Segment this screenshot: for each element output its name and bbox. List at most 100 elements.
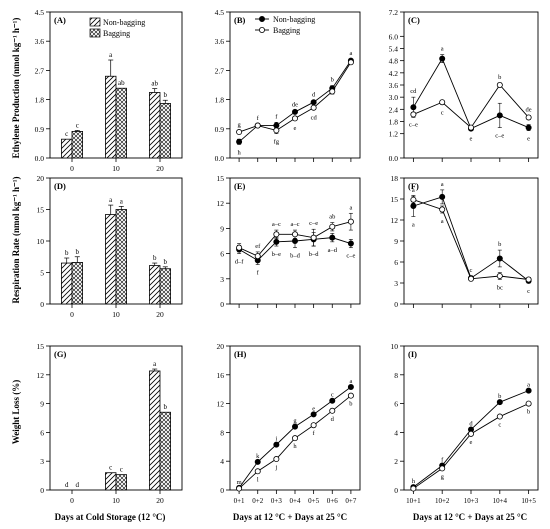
bar (149, 92, 161, 159)
significance-letter: de (292, 101, 298, 108)
point-non-bagging (273, 238, 280, 245)
significance-letter: a (412, 222, 415, 229)
bar (115, 474, 127, 491)
row-ylabel-ethylene: Ethylene Production (nmol kg⁻¹ h⁻¹) (11, 18, 21, 159)
point-non-bagging (329, 397, 336, 404)
bar (105, 214, 117, 305)
significance-letter: a (441, 218, 444, 225)
x-tick-label: 20 (156, 496, 164, 505)
significance-letter: a (412, 187, 415, 194)
significance-letter: c (527, 288, 530, 295)
significance-letter: b (164, 91, 168, 99)
point-non-bagging (254, 458, 261, 465)
panel-a: 0.00.91.82.73.64.5(A)0cc10aab20abbNon-ba… (35, 8, 183, 173)
point-bagging (254, 122, 261, 129)
x-tick-label: 10+4 (493, 497, 508, 505)
panel-c: 0.0 1.2 1.8 2.4 3.0 3.6 4.2 4.8 5.4 6.0 7.2 (C) cd a e… (389, 8, 539, 163)
y-tick-label: 6 (394, 400, 398, 409)
significance-letter: f (257, 115, 260, 122)
significance-letter: b (153, 254, 157, 262)
significance-letter: e (470, 136, 473, 143)
panel-label: (E) (234, 181, 246, 191)
y-tick-label: 8 (220, 428, 224, 437)
y-tick-label: 3.6 (389, 81, 399, 90)
significance-letter: g (237, 121, 241, 128)
point-bagging (310, 234, 317, 241)
y-tick-label: 6 (394, 258, 398, 267)
significance-letter: c (470, 267, 473, 274)
y-tick-label: 0.0 (35, 154, 45, 163)
point-bagging (525, 276, 532, 283)
point-bagging (496, 413, 503, 420)
significance-letter: a (349, 378, 352, 385)
y-tick-label: 12 (217, 199, 225, 208)
significance-letter: l (257, 476, 259, 483)
point-non-bagging (329, 234, 336, 241)
y-tick-label: 12 (391, 216, 399, 225)
x-tick-label: 20 (156, 164, 164, 173)
significance-letter: d–f (235, 259, 245, 266)
y-tick-label: 4.5 (215, 8, 225, 17)
significance-letter: cd (311, 114, 318, 121)
significance-letter: a–c (272, 221, 281, 228)
y-tick-label: 0 (220, 300, 224, 309)
bar (61, 138, 73, 159)
significance-letter: ef (255, 243, 261, 250)
point-bagging (410, 111, 417, 118)
y-tick-label: 1.8 (35, 96, 45, 105)
panel-label: (H) (234, 349, 246, 359)
x-tick-label: 0+3 (271, 497, 282, 505)
point-bagging (310, 104, 317, 111)
significance-letter: c (120, 466, 123, 474)
significance-letter: e (294, 125, 297, 132)
y-tick-label: 6 (40, 428, 44, 437)
point-bagging (273, 231, 280, 238)
point-bagging (467, 124, 474, 131)
x-tick-label: 0 (70, 496, 74, 505)
legend-entry: Non-bagging (273, 15, 315, 24)
point-non-bagging (291, 237, 298, 244)
significance-letter: b (498, 74, 501, 81)
point-bagging (347, 59, 354, 66)
panel-label: (D) (54, 181, 66, 191)
y-tick-label: 9 (40, 400, 44, 409)
y-tick-label: 4 (394, 428, 398, 437)
point-bagging (236, 129, 243, 136)
bar (105, 75, 117, 159)
significance-letter: g (441, 473, 445, 480)
col-xlabel-12-25-second: Days at 12 °C + Days at 25 °C (413, 512, 527, 522)
significance-letter: b (498, 241, 501, 248)
point-bagging (439, 206, 446, 213)
y-tick-label: 0 (40, 300, 44, 309)
significance-letter: f (441, 457, 444, 464)
significance-letter: bc (497, 285, 503, 292)
col-xlabel-12-25: Days at 12 °C + Days at 25 °C (233, 512, 347, 522)
panels: 0.00.91.82.73.64.5(A)0cc10aab20abbNon-ba… (35, 8, 539, 505)
y-tick-label: 5 (40, 269, 44, 278)
significance-letter: e (312, 405, 315, 412)
y-tick-label: 18 (391, 174, 399, 183)
y-tick-label: 0.0 (215, 154, 225, 163)
y-tick-label: 12 (37, 371, 45, 380)
bar (159, 411, 171, 491)
significance-letter: h (237, 149, 241, 156)
significance-letter: a (120, 197, 124, 205)
y-tick-label: 15 (37, 206, 45, 215)
panel-h: 0 4 8 12 16 20 (H) 0+1 0+2 0+3 0+4 0+5 0+6 0+7 m k i g e c a… (217, 342, 361, 505)
significance-letter: d (65, 481, 69, 489)
significance-letter: m (237, 479, 242, 486)
significance-letter: c (76, 121, 79, 129)
point-non-bagging (439, 193, 446, 200)
y-tick-label: 0 (394, 486, 398, 495)
bar (149, 265, 161, 305)
significance-letter: ab (151, 80, 158, 88)
bar (61, 262, 73, 305)
panel-label: (A) (54, 15, 66, 25)
significance-letter: d (312, 92, 316, 99)
y-tick-label: 2 (394, 457, 398, 466)
panel-i: 0 2 4 6 8 10 (I) 10+1 10+2 10+3 10+4 10+5 h f d b a g e c b (391, 342, 539, 505)
significance-letter: c (331, 392, 334, 399)
significance-letter: e (470, 439, 473, 446)
panel-b: 0.0 0.9 1.8 2.7 3.6 4.5 (B) h f f de d b a g fg e cd Non-b… (215, 8, 361, 163)
